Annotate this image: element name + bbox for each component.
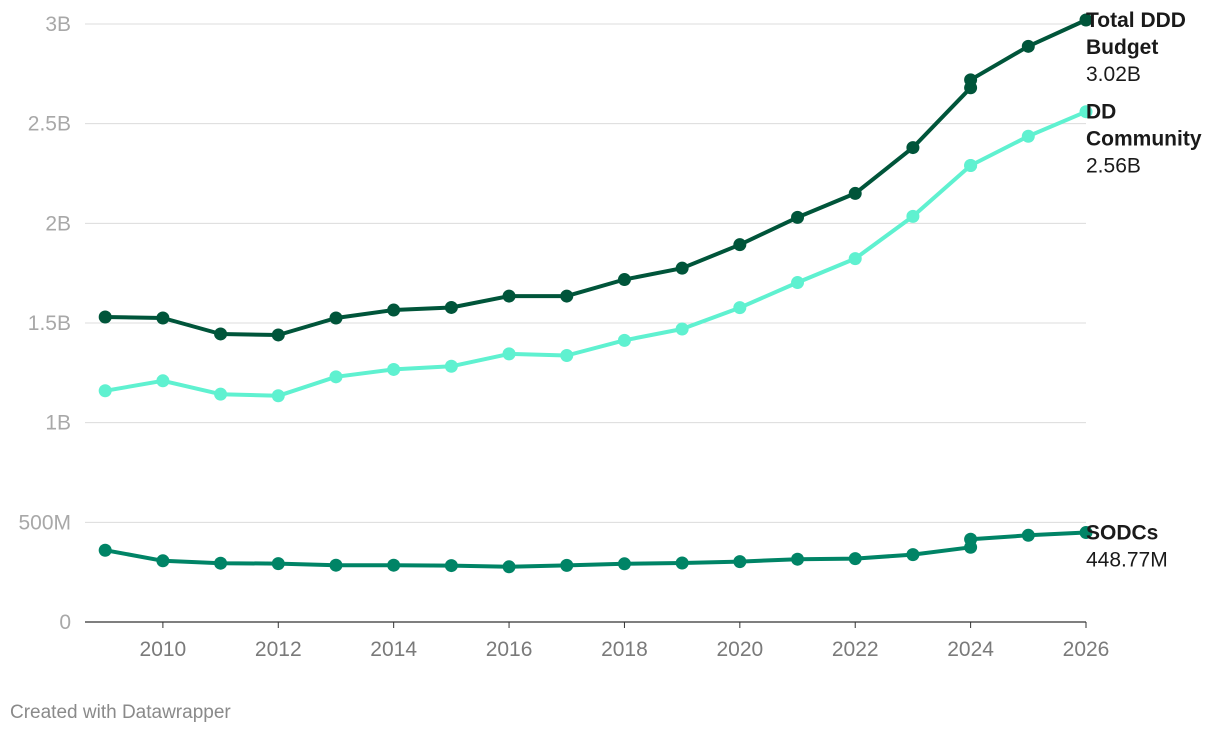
gridlines [85, 23, 1086, 623]
data-point-total-ddd-budget[interactable] [1021, 39, 1035, 53]
y-axis-tick-labels: 0 500M 1B 1.5B 2B 2.5B 3B [18, 13, 71, 634]
series-line-total-ddd-budget [103, 18, 1088, 337]
x-tick-label: 2022 [832, 638, 879, 661]
data-point-sodcs[interactable] [1079, 526, 1093, 540]
x-tick-label: 2012 [255, 638, 302, 661]
series-end-value-sodcs: 448.77M [1086, 549, 1168, 572]
data-point-dd-community[interactable] [271, 389, 285, 403]
data-point-sodcs[interactable] [156, 554, 170, 568]
data-point-dd-community[interactable] [214, 387, 228, 401]
data-point-dd-community[interactable] [617, 333, 631, 347]
series-end-labels: Total DDD Budget 3.02B DD Community 2.56B SODC… [1086, 9, 1202, 572]
series-label-total-ddd-budget: Total DDD [1086, 9, 1186, 32]
data-point-total-ddd-budget[interactable] [675, 261, 689, 275]
y-tick-label: 2B [45, 212, 71, 235]
data-point-dd-community[interactable] [675, 322, 689, 336]
data-point-total-ddd-budget[interactable] [444, 300, 458, 314]
data-point-dd-community[interactable] [848, 252, 862, 266]
data-point-sodcs[interactable] [271, 557, 285, 571]
data-point-dd-community[interactable] [964, 159, 978, 173]
data-point-sodcs[interactable] [964, 532, 978, 546]
data-point-sodcs[interactable] [387, 558, 401, 572]
series-label-total-ddd-budget: Budget [1086, 36, 1158, 59]
data-point-sodcs[interactable] [98, 543, 112, 557]
data-point-sodcs[interactable] [560, 558, 574, 572]
series-end-value-total-ddd-budget: 3.02B [1086, 63, 1141, 86]
series-end-value-dd-community: 2.56B [1086, 155, 1141, 178]
series-points [98, 13, 1093, 574]
x-tick-label: 2016 [486, 638, 533, 661]
series-line-sodcs [103, 530, 1088, 569]
data-point-dd-community[interactable] [906, 209, 920, 223]
data-point-dd-community[interactable] [156, 374, 170, 388]
x-tick-label: 2010 [140, 638, 187, 661]
data-point-sodcs[interactable] [444, 559, 458, 573]
data-point-total-ddd-budget[interactable] [214, 327, 228, 341]
data-point-dd-community[interactable] [733, 301, 747, 315]
data-point-total-ddd-budget[interactable] [733, 238, 747, 252]
data-point-total-ddd-budget[interactable] [329, 311, 343, 325]
x-axis-tick-labels: 2010 2012 2014 2016 2018 2020 2022 2024 2026 [140, 622, 1110, 661]
series-label-dd-community: Community [1086, 128, 1202, 151]
data-point-total-ddd-budget[interactable] [387, 303, 401, 317]
data-point-dd-community[interactable] [502, 347, 516, 361]
data-point-dd-community[interactable] [560, 348, 574, 362]
y-tick-label: 0 [59, 611, 71, 634]
data-point-total-ddd-budget[interactable] [617, 273, 631, 287]
series-lines [103, 18, 1088, 569]
data-point-total-ddd-budget[interactable] [791, 210, 805, 224]
data-point-sodcs[interactable] [1021, 528, 1035, 542]
x-tick-label: 2020 [716, 638, 763, 661]
data-point-dd-community[interactable] [387, 362, 401, 376]
data-point-sodcs[interactable] [675, 556, 689, 570]
data-point-sodcs[interactable] [214, 556, 228, 570]
x-tick-label: 2014 [370, 638, 417, 661]
data-point-total-ddd-budget[interactable] [906, 141, 920, 155]
x-tick-label: 2018 [601, 638, 648, 661]
y-tick-label: 2.5B [28, 113, 71, 136]
data-point-total-ddd-budget[interactable] [1079, 13, 1093, 27]
data-point-dd-community[interactable] [444, 359, 458, 373]
data-point-dd-community[interactable] [1021, 129, 1035, 143]
y-tick-label: 1B [45, 412, 71, 435]
data-point-total-ddd-budget[interactable] [271, 328, 285, 342]
data-point-total-ddd-budget[interactable] [502, 289, 516, 303]
data-point-sodcs[interactable] [733, 555, 747, 569]
series-line-dd-community [103, 109, 1088, 398]
x-tick-label: 2024 [947, 638, 994, 661]
series-label-sodcs: SODCs [1086, 522, 1158, 545]
line-chart: 0 500M 1B 1.5B 2B 2.5B 3B 2010 2012 2014 2016 2018… [18, 9, 1202, 661]
data-point-total-ddd-budget[interactable] [964, 73, 978, 87]
data-point-total-ddd-budget[interactable] [560, 289, 574, 303]
data-point-total-ddd-budget[interactable] [98, 310, 112, 324]
data-point-sodcs[interactable] [617, 557, 631, 571]
data-point-sodcs[interactable] [502, 560, 516, 574]
credit-text[interactable]: Created with Datawrapper [10, 702, 231, 723]
data-point-sodcs[interactable] [906, 548, 920, 562]
data-point-total-ddd-budget[interactable] [156, 311, 170, 325]
data-point-sodcs[interactable] [791, 552, 805, 566]
data-point-dd-community[interactable] [1079, 105, 1093, 119]
x-tick-label: 2026 [1063, 638, 1110, 661]
data-point-dd-community[interactable] [791, 276, 805, 290]
y-tick-label: 3B [45, 13, 71, 36]
series-label-dd-community: DD [1086, 101, 1116, 124]
data-point-dd-community[interactable] [98, 384, 112, 398]
data-point-sodcs[interactable] [848, 552, 862, 566]
y-tick-label: 500M [18, 511, 71, 534]
data-point-dd-community[interactable] [329, 370, 343, 384]
data-point-total-ddd-budget[interactable] [848, 186, 862, 200]
data-point-sodcs[interactable] [329, 558, 343, 572]
y-tick-label: 1.5B [28, 312, 71, 335]
